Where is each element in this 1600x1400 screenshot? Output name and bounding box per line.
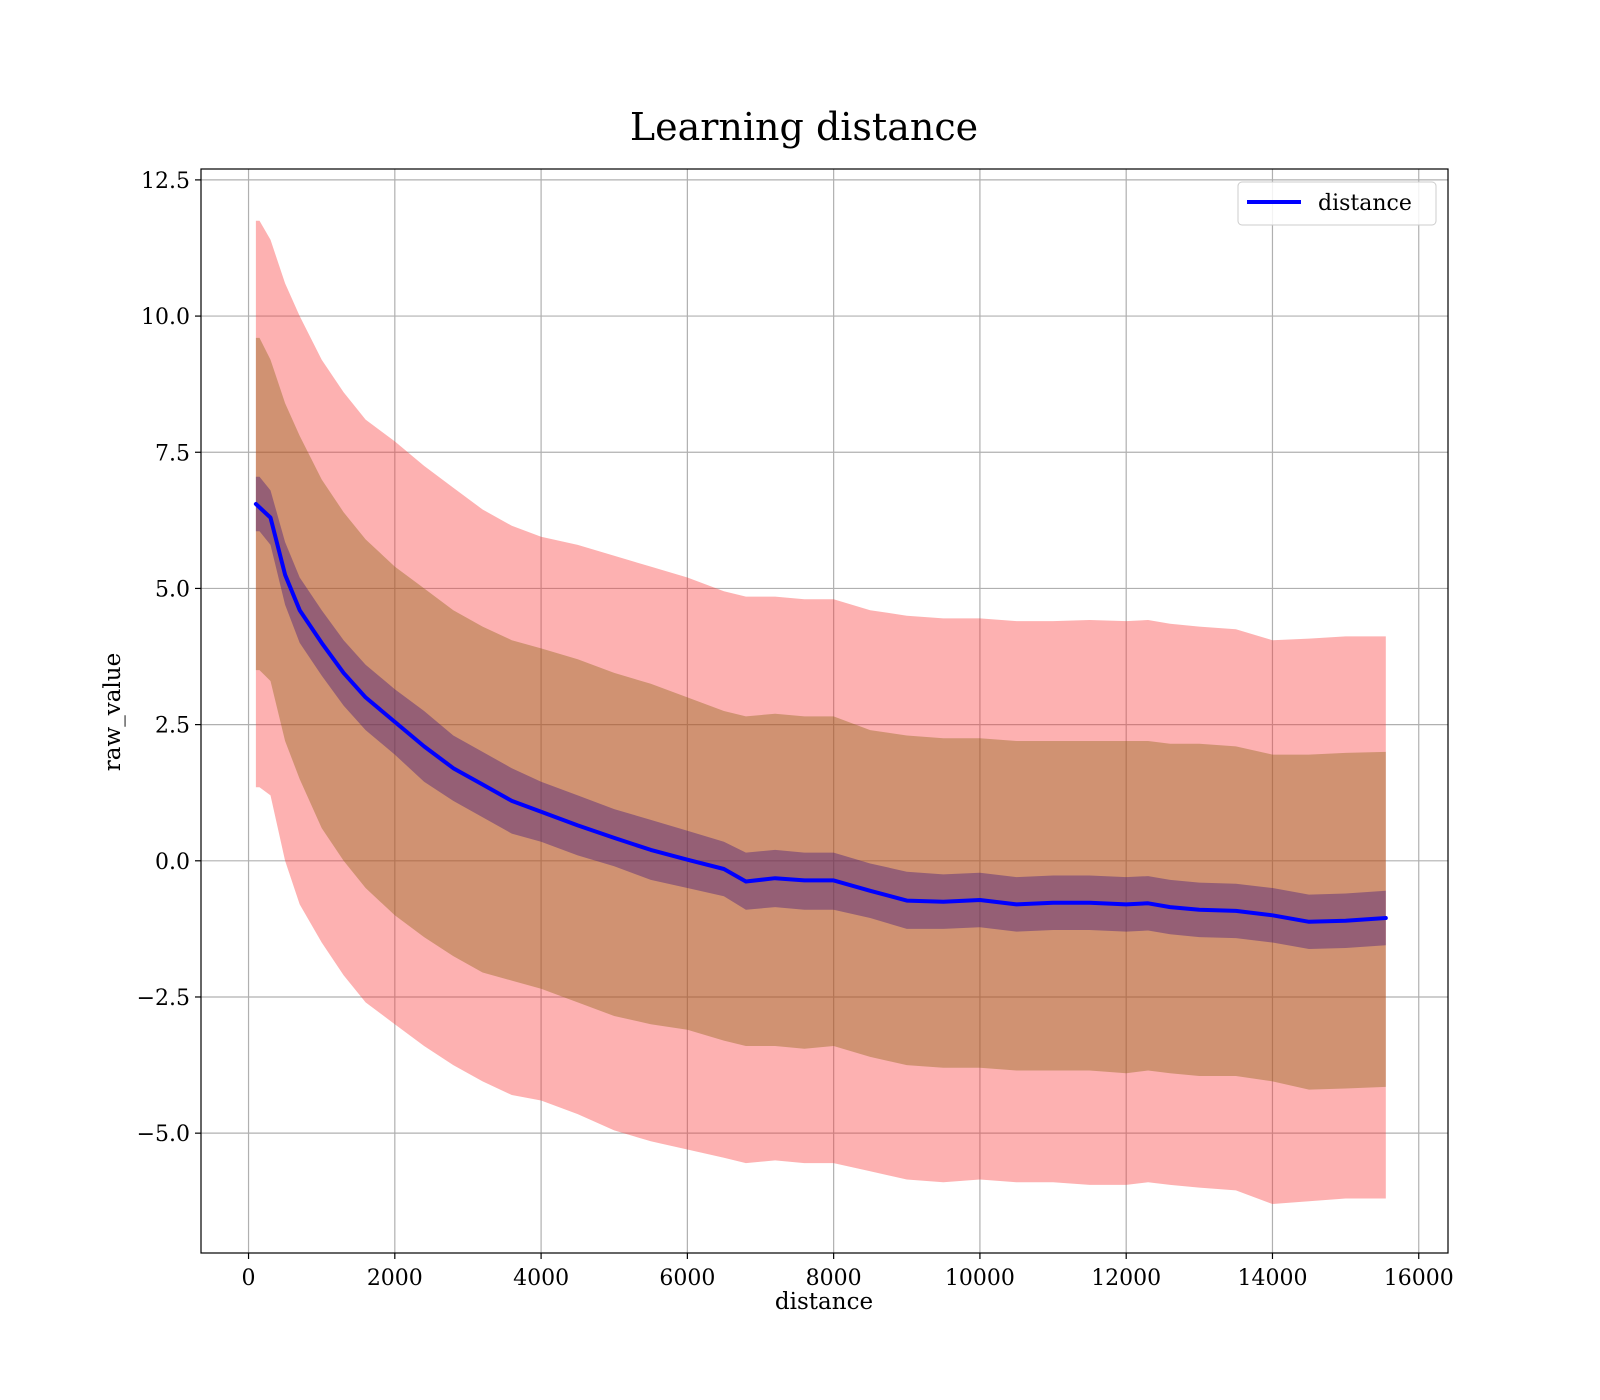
- y-tick-label-7: −5.0: [137, 1122, 190, 1147]
- legend-box: [1237, 181, 1437, 226]
- x-axis: 0 2000 4000 6000 8000 10000 12000 14000 16000: [242, 1253, 1454, 1291]
- band-layer: [255, 220, 1386, 1204]
- x-tick-label-8: 16000: [1384, 1266, 1454, 1291]
- series-line-distance: [253, 502, 1388, 924]
- x-tick-label-7: 14000: [1237, 1266, 1307, 1291]
- grid-layer: [201, 169, 1448, 1253]
- legend: distance: [1237, 181, 1437, 226]
- y-tick-label-2: 7.5: [155, 441, 190, 466]
- y-axis: 12.5 10.0 7.5 5.0 2.5 0.0 −2.5 −5.0: [137, 169, 201, 1147]
- chart-title: Learning distance: [630, 105, 978, 149]
- legend-label-distance: distance: [1318, 191, 1412, 216]
- line-layer: [253, 502, 1388, 924]
- x-tick-label-3: 6000: [659, 1266, 715, 1291]
- x-tick-label-6: 12000: [1091, 1266, 1161, 1291]
- band-outer: [255, 220, 1386, 1204]
- band-inner: [255, 476, 1386, 949]
- x-tick-label-4: 8000: [806, 1266, 862, 1291]
- y-axis-label: raw_value: [100, 653, 126, 771]
- plot-frame: [200, 168, 1449, 1254]
- x-axis-label: distance: [775, 1289, 873, 1315]
- x-tick-label-5: 10000: [945, 1266, 1015, 1291]
- y-tick-label-3: 5.0: [155, 577, 190, 602]
- x-tick-label-2: 4000: [513, 1266, 569, 1291]
- y-tick-label-5: 0.0: [155, 850, 190, 875]
- x-tick-label-0: 0: [242, 1266, 256, 1291]
- y-tick-label-6: −2.5: [137, 986, 190, 1011]
- x-tick-label-1: 2000: [367, 1266, 423, 1291]
- y-tick-label-0: 12.5: [141, 169, 190, 194]
- y-tick-label-1: 10.0: [141, 305, 190, 330]
- y-tick-label-4: 2.5: [155, 714, 190, 739]
